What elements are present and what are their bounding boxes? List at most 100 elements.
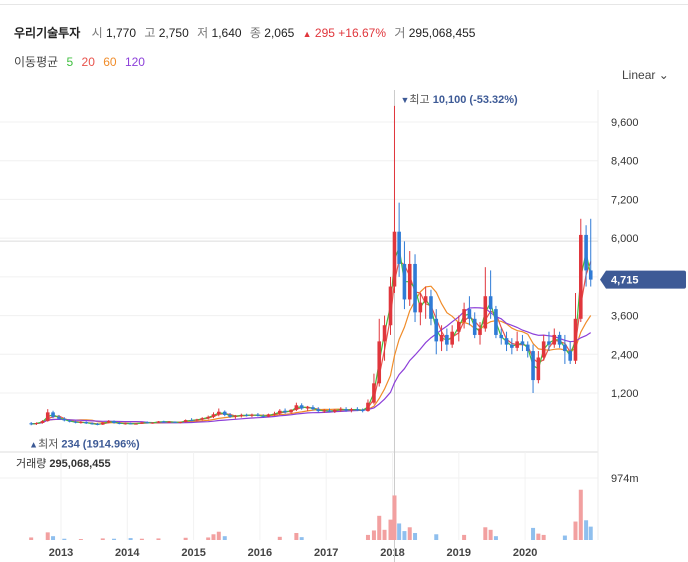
candle-body [299,405,304,409]
candle-body [117,423,122,425]
candle-body [90,423,94,425]
volume-bar [541,534,546,540]
price-tick-label: 9,600 [611,117,639,129]
volume-bar [377,515,382,540]
low-annotation-value: 234 (1914.96%) [61,438,140,450]
candle-body [34,423,39,425]
candle-body [40,421,45,424]
volume-bar [112,538,117,540]
volume-bar [536,533,541,540]
candle-body [541,341,546,358]
volume-bar [488,529,493,540]
candle-body [547,341,551,345]
candle-body [355,409,360,411]
candle-body [167,421,171,423]
volume-label: 거 [394,26,406,40]
volume-bar [434,534,439,540]
scale-mode-select[interactable]: Linear ⌄ [622,68,669,82]
volume-bar [402,531,407,540]
candle-body [584,234,588,271]
year-tick-label: 2015 [181,547,205,559]
volume-bar [156,538,161,540]
candle-body [239,414,244,416]
volume-bar [483,527,488,540]
candle-body [150,422,155,424]
high-annotation-value: 10,100 (-53.32%) [433,94,518,106]
candle-body [499,334,504,339]
change-percent: +16.67% [338,26,387,40]
candle-body [557,334,562,345]
price-tick-label: 6,000 [611,233,639,245]
candle-body [73,421,78,423]
volume-bar [183,537,188,540]
volume-bar [578,489,583,540]
candle-body [216,411,221,415]
open-value: 1,770 [105,26,137,40]
high-annotation: ▼최고 10,100 (-53.32%) [400,93,518,106]
candle-body [552,334,557,345]
candle-body [407,263,412,300]
volume-bar [388,519,393,540]
candle-body [382,325,387,342]
candle-body [322,410,327,412]
volume-value: 295,068,455 [408,26,476,40]
candle-body [183,420,188,423]
candle-body [344,409,348,411]
ma-60: 60 [103,55,117,69]
candle-body [311,407,315,410]
year-tick-label: 2016 [248,547,272,559]
candle-body [472,318,477,335]
candle-body [338,409,343,411]
candle-body [156,421,161,423]
volume-bar [562,535,567,540]
volume-value: 295,068,455 [49,458,110,470]
moving-average-legend[interactable]: 이동평균 5 20 60 120 [14,53,150,70]
candle-body [289,409,293,413]
candle-body [588,270,593,280]
volume-bar [462,534,467,540]
price-tick-label: 7,200 [611,194,639,206]
moving-average-label: 이동평균 [14,55,59,69]
candle-body [95,423,100,425]
volume-bar [371,530,376,540]
high-value: 2,750 [158,26,189,40]
ma-line-120 [31,307,592,425]
volume-bar [294,532,299,540]
year-tick-label: 2019 [447,547,471,559]
candle-body [515,341,519,348]
candle-body [457,322,461,332]
candle-body [189,420,194,422]
candle-body [222,411,227,415]
candle-body [578,234,583,319]
candle-body [100,422,105,425]
current-price-label: 4,715 [611,275,639,287]
candle-body [134,423,138,425]
volume-bar [382,529,387,540]
year-tick-label: 2014 [115,547,140,559]
volume-bar [365,534,370,540]
volume-bar [216,531,221,540]
ma-5: 5 [66,55,74,69]
volume-bar [100,538,105,540]
candle-body [161,421,166,423]
candle-body [128,423,133,425]
candle-body [84,422,88,424]
close-value: 2,065 [264,26,295,40]
candle-body [294,405,299,410]
candle-body [413,263,417,313]
year-tick-label: 2018 [380,547,404,559]
volume-bar [29,537,34,540]
candle-body [261,415,266,417]
volume-bar [78,539,83,540]
candle-body [79,422,83,424]
candle-body [256,414,260,416]
candle-body [418,302,423,313]
volume-bar [45,532,50,540]
low-annotation-label: 최저 [38,437,61,450]
candle-body [504,338,509,345]
candle-body [536,357,541,381]
stock-name: 우리기술투자 [14,26,81,40]
top-divider [0,4,688,5]
candle-body [250,414,254,416]
